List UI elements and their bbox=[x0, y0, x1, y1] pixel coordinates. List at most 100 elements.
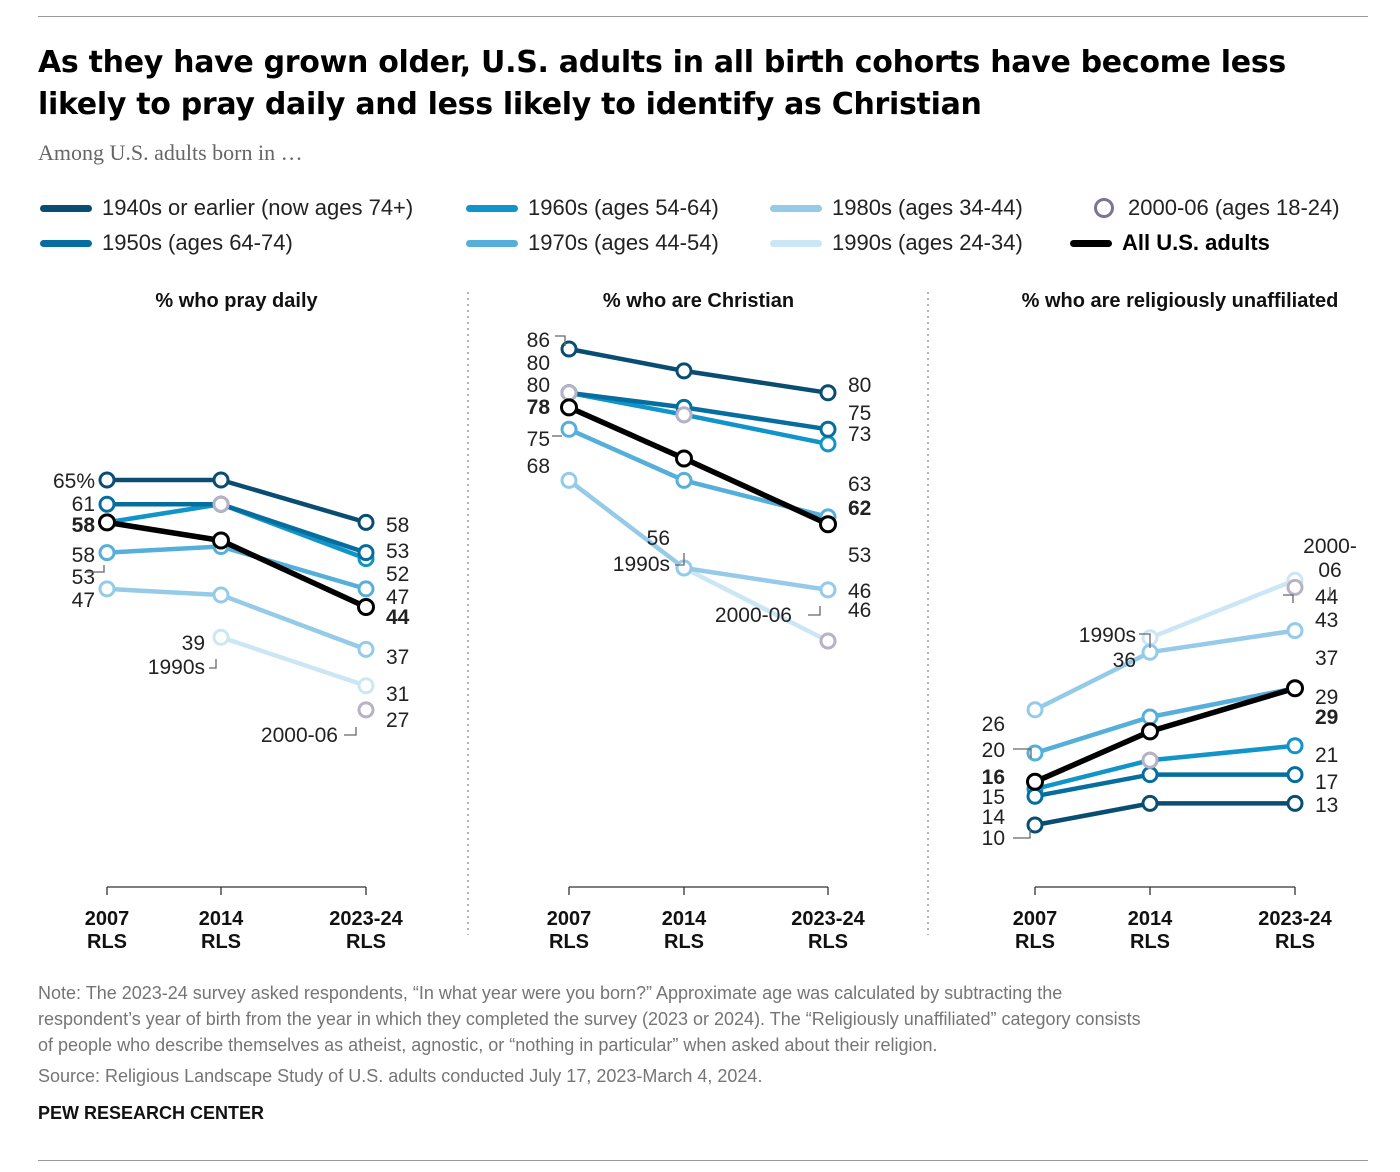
data-point bbox=[98, 495, 116, 513]
left-value-label: 75 bbox=[527, 428, 550, 451]
series-line bbox=[1149, 578, 1296, 640]
data-point bbox=[675, 362, 693, 380]
data-point bbox=[819, 515, 837, 534]
data-point bbox=[357, 580, 375, 598]
right-value-label: 63 bbox=[848, 473, 871, 496]
data-point bbox=[1026, 816, 1044, 834]
x-tick-label: 2014 bbox=[199, 908, 244, 930]
chart-subtitle: Among U.S. adults born in … bbox=[38, 140, 303, 165]
annotation-leader bbox=[1139, 633, 1151, 648]
bottom-rule bbox=[38, 1160, 1368, 1161]
data-point bbox=[1026, 701, 1044, 719]
data-point bbox=[560, 420, 578, 438]
right-value-label: 43 bbox=[1315, 609, 1338, 632]
left-value-label: 10 bbox=[982, 827, 1005, 850]
right-value-label: 37 bbox=[1315, 647, 1338, 670]
annotation-leader bbox=[1013, 748, 1032, 758]
x-tick-label: RLS bbox=[549, 931, 589, 953]
right-value-label: 47 bbox=[386, 586, 409, 609]
data-point bbox=[1141, 751, 1159, 769]
data-point bbox=[675, 406, 693, 424]
data-point bbox=[212, 471, 230, 489]
right-value-label: 44 bbox=[386, 606, 410, 629]
right-value-label: 29 bbox=[1315, 706, 1338, 729]
data-point bbox=[560, 340, 578, 358]
x-tick-label: 2014 bbox=[662, 908, 707, 930]
series-line bbox=[106, 544, 367, 592]
data-point bbox=[1141, 708, 1159, 726]
annotation-leader bbox=[1013, 829, 1031, 839]
annotation-label: 56 bbox=[647, 527, 670, 550]
data-point bbox=[357, 513, 375, 531]
data-point bbox=[357, 640, 375, 658]
brand-name: PEW RESEARCH CENTER bbox=[38, 1103, 265, 1123]
left-value-label: 58 bbox=[72, 544, 95, 567]
x-tick-label: 2007 bbox=[1013, 908, 1058, 930]
data-point bbox=[357, 701, 375, 719]
x-tick-label: RLS bbox=[1275, 931, 1315, 953]
annotation-leader bbox=[675, 553, 685, 566]
left-value-label: 20 bbox=[982, 739, 1005, 762]
left-value-label: 47 bbox=[72, 589, 95, 612]
x-tick-label: RLS bbox=[201, 931, 241, 953]
data-point bbox=[98, 471, 116, 489]
x-tick-label: RLS bbox=[346, 931, 386, 953]
data-point bbox=[1141, 722, 1159, 741]
left-value-label: 26 bbox=[982, 713, 1005, 736]
data-point bbox=[357, 677, 375, 695]
data-point bbox=[357, 598, 375, 617]
top-rule bbox=[38, 16, 1368, 17]
right-value-label: 31 bbox=[386, 683, 409, 706]
x-tick-label: RLS bbox=[1015, 931, 1055, 953]
data-point bbox=[1286, 578, 1304, 596]
annotation-label: 2000-06 bbox=[715, 604, 792, 627]
right-value-label: 13 bbox=[1315, 794, 1338, 817]
right-value-label: 37 bbox=[386, 646, 409, 669]
right-value-label: 44 bbox=[1315, 586, 1339, 609]
annotation-label: 2000-06 bbox=[261, 724, 338, 747]
right-value-label: 29 bbox=[1315, 686, 1338, 709]
right-value-label: 46 bbox=[848, 599, 871, 622]
series-line bbox=[1033, 685, 1296, 785]
data-point bbox=[98, 513, 116, 532]
series-line bbox=[568, 390, 829, 447]
data-point bbox=[1026, 744, 1044, 762]
x-tick-label: RLS bbox=[664, 931, 704, 953]
data-point bbox=[212, 586, 230, 604]
x-tick-label: RLS bbox=[87, 931, 127, 953]
data-point bbox=[675, 449, 693, 468]
data-point bbox=[1026, 772, 1044, 791]
data-point bbox=[212, 628, 230, 646]
left-value-label: 15 bbox=[982, 786, 1005, 809]
panel-title: % who are Christian bbox=[603, 290, 794, 312]
data-point bbox=[819, 384, 837, 402]
right-value-label: 52 bbox=[386, 563, 409, 586]
left-value-label: 61 bbox=[72, 493, 95, 516]
data-point bbox=[212, 531, 230, 550]
x-tick-label: RLS bbox=[808, 931, 848, 953]
data-point bbox=[1141, 794, 1159, 812]
data-point bbox=[819, 632, 837, 650]
left-value-label: 80 bbox=[527, 374, 550, 397]
left-value-label: 78 bbox=[527, 396, 551, 419]
data-point bbox=[560, 398, 578, 417]
right-value-label: 80 bbox=[848, 374, 871, 397]
annotation-leader bbox=[344, 727, 357, 736]
left-value-label: 14 bbox=[982, 806, 1006, 829]
annotation-leader bbox=[808, 606, 821, 616]
series-line bbox=[682, 565, 830, 644]
footnote: Note: The 2023-24 survey asked responden… bbox=[38, 980, 1368, 1058]
annotation-leader bbox=[86, 565, 105, 573]
right-value-label: 21 bbox=[1315, 744, 1338, 767]
data-point bbox=[1286, 737, 1304, 755]
data-point bbox=[819, 420, 837, 438]
x-tick-label: 2023-24 bbox=[791, 908, 865, 930]
source: Source: Religious Landscape Study of U.S… bbox=[38, 1066, 763, 1086]
data-point bbox=[1286, 679, 1304, 698]
series-line bbox=[220, 635, 367, 688]
annotation-label: 2000- bbox=[1303, 535, 1357, 558]
annotation-label: 1990s bbox=[1079, 624, 1136, 647]
data-point bbox=[357, 544, 375, 562]
footnote-line: Note: The 2023-24 survey asked responden… bbox=[38, 983, 1063, 1003]
data-point bbox=[212, 495, 230, 513]
